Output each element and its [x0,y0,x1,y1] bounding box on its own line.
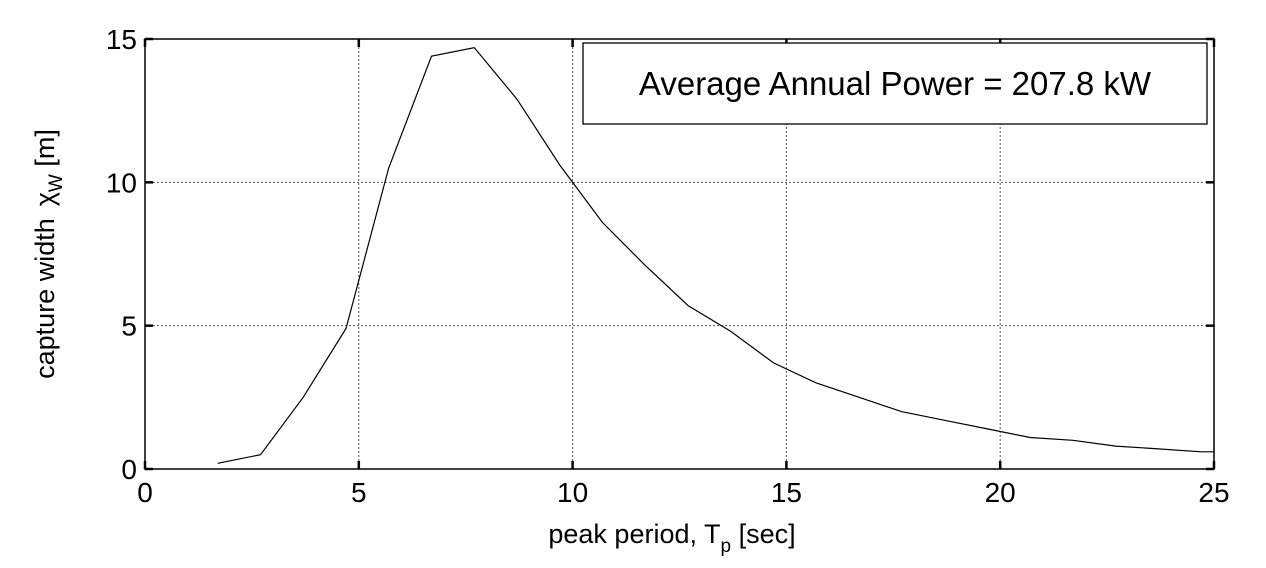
y-tick-label: 0 [121,454,137,485]
x-tick-label: 5 [351,477,367,508]
series-layer [217,46,1214,464]
series-line-0 [217,46,1214,464]
x-tick-label: 25 [1198,477,1229,508]
x-tick-label: 10 [557,477,588,508]
x-tick-label: 20 [985,477,1016,508]
y-tick-label: 15 [106,24,137,55]
annotation-text: Average Annual Power = 207.8 kW [639,65,1152,102]
y-axis-label: capture widthχW [m] [30,129,67,379]
x-tick-label: 0 [137,477,153,508]
annotation-box: Average Annual Power = 207.8 kW [582,42,1208,125]
x-axis-label: peak period, Tp [sec] [548,519,795,557]
plot-area-frame [144,38,1215,470]
tick-labels: 0 5 10 15 20 25 0 5 10 15 [106,24,1230,508]
y-tick-label: 10 [106,167,137,198]
x-tick-label: 15 [771,477,802,508]
y-tick-label: 5 [121,311,137,342]
